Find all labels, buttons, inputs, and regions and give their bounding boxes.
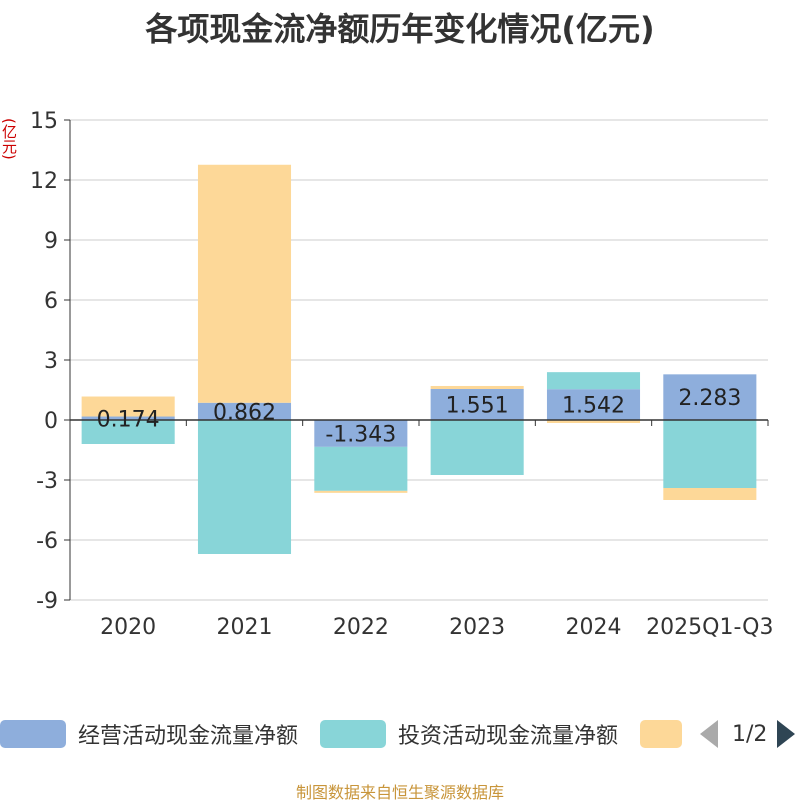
- x-tick-label: 2022: [333, 615, 389, 640]
- y-tick-label: 12: [30, 169, 58, 194]
- bar-operating: [197, 402, 292, 420]
- y-axis-unit-label: (亿元): [0, 118, 18, 160]
- legend-swatch-investing: [320, 720, 386, 748]
- bars-group: [81, 164, 757, 554]
- x-tick-label: 2024: [566, 615, 622, 640]
- y-tick-label: 0: [44, 409, 58, 434]
- bar-financing: [314, 490, 408, 493]
- bar-financing: [197, 164, 292, 403]
- y-tick-label: 3: [44, 349, 58, 374]
- legend-swatch-operating: [0, 720, 66, 748]
- x-tick-label: 2025Q1-Q3: [646, 615, 773, 640]
- legend-prev-page-icon[interactable]: [700, 720, 718, 748]
- bar-investing: [197, 420, 292, 554]
- bar-financing: [546, 420, 641, 423]
- bar-financing: [81, 396, 175, 417]
- data-label-operating: 1.542: [562, 394, 625, 419]
- bar-financing: [663, 488, 757, 500]
- x-tick-label: 2020: [100, 615, 156, 640]
- data-label-operating: 0.862: [213, 400, 276, 425]
- chart-title: 各项现金流净额历年变化情况(亿元): [145, 10, 655, 48]
- bar-investing: [314, 446, 408, 491]
- bar-investing: [663, 420, 757, 488]
- bar-operating: [81, 416, 175, 420]
- legend-item-operating[interactable]: 经营活动现金流量净额: [0, 716, 298, 752]
- legend-item-financing[interactable]: [640, 716, 682, 752]
- bar-operating: [546, 389, 641, 420]
- legend-label-investing: 投资活动现金流量净额: [398, 724, 619, 749]
- x-tick-label: 2021: [217, 615, 273, 640]
- bar-operating: [314, 420, 408, 447]
- y-tick-label: -3: [36, 469, 58, 494]
- legend: 经营活动现金流量净额 投资活动现金流量净额 1/2: [0, 716, 800, 752]
- legend-swatch-financing: [640, 720, 682, 748]
- data-label-operating: 1.551: [446, 393, 509, 418]
- y-tick-label: 15: [30, 109, 58, 134]
- legend-label-operating: 经营活动现金流量净额: [78, 724, 299, 749]
- bar-operating: [663, 374, 757, 420]
- legend-pager: 1/2: [700, 716, 796, 752]
- legend-page-indicator: 1/2: [732, 721, 768, 747]
- data-label-operating: 0.174: [97, 407, 160, 432]
- bar-investing: [546, 372, 641, 390]
- chart-area: 15 12 9 6 3 0 -3 -6 -9 0.174 0.862 -1.343 1.551 1.542…: [30, 109, 774, 640]
- bar-investing: [81, 420, 175, 444]
- legend-item-investing[interactable]: 投资活动现金流量净额: [320, 716, 618, 752]
- bar-financing: [430, 385, 524, 389]
- y-tick-label: 9: [44, 229, 58, 254]
- y-tick-label: 6: [44, 289, 58, 314]
- y-tick-label: -9: [36, 589, 58, 614]
- data-label-operating: 2.283: [678, 386, 741, 411]
- bar-operating: [430, 388, 524, 420]
- data-label-operating: -1.343: [325, 422, 396, 447]
- bar-investing: [430, 420, 524, 475]
- y-tick-label: -6: [36, 529, 58, 554]
- data-source-note: 制图数据来自恒生聚源数据库: [295, 783, 504, 802]
- x-tick-label: 2023: [449, 615, 505, 640]
- legend-next-page-icon[interactable]: [777, 720, 796, 748]
